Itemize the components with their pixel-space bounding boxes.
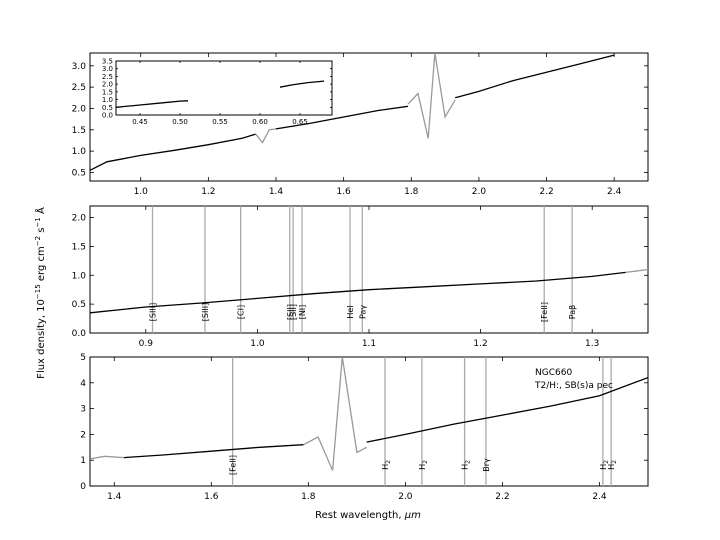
bottom-panel-y-tick-label: 3	[80, 405, 86, 415]
middle-panel-line-label: Paβ	[568, 305, 577, 319]
top-panel-x-tick-label: 1.2	[201, 187, 215, 197]
bottom-panel-series-1	[123, 444, 304, 459]
inset-x-tick-label: 0.45	[132, 118, 148, 126]
top-panel-series-1	[255, 128, 277, 144]
middle-panel-x-tick-label: 0.9	[139, 339, 154, 349]
bottom-panel-y-tick-label: 5	[80, 353, 86, 363]
inset-series-1	[279, 80, 325, 88]
middle-panel-x-tick-label: 1.0	[250, 339, 265, 349]
bottom-panel-annotation: NGC660	[535, 368, 572, 378]
middle-panel-series-1	[625, 268, 648, 274]
bottom-panel-annotation: T2/H:, SB(s)a pec	[534, 381, 613, 391]
bottom-panel-series-3	[366, 376, 648, 443]
top-panel-x-tick-label: 1.4	[269, 187, 284, 197]
top-panel-y-tick-label: 2.5	[72, 83, 86, 93]
inset-y-tick-label: 0.5	[102, 104, 113, 112]
top-panel-x-tick-label: 1.6	[336, 187, 351, 197]
inset-series-0	[116, 100, 189, 108]
top-panel-x-tick-label: 1.0	[134, 187, 149, 197]
top-panel-x-tick-label: 1.8	[404, 187, 419, 197]
inset-y-tick-label: 1.5	[102, 88, 113, 96]
inset-axes: 0.45 0.50 0.55 0.60 0.650.00.51.01.52.02.53.…	[102, 58, 333, 126]
middle-panel-line-label: Paγ	[358, 305, 367, 319]
middle-panel-line-label: [CI]	[237, 305, 246, 319]
middle-panel-x-tick-label: 1.3	[585, 339, 599, 349]
middle-panel-x-tick-label: 1.2	[473, 339, 487, 349]
middle-panel-y-tick-label: 1.0	[72, 271, 87, 281]
middle-panel-line-label: [SII]	[289, 304, 298, 320]
bottom-panel-x-tick-label: 2.2	[495, 492, 509, 502]
bottom-panel-line-label: [FeII]	[229, 455, 238, 475]
bottom-panel-x-tick-label: 1.4	[107, 492, 122, 502]
bottom-panel-line-label: Brγ	[482, 458, 491, 472]
inset-y-tick-label: 2.0	[102, 81, 113, 89]
bottom-panel-x-tick-label: 1.8	[301, 492, 316, 502]
bottom-panel-line-label: H2	[599, 460, 610, 470]
inset-y-tick-label: 2.5	[102, 73, 113, 81]
bottom-panel-line-label: H2	[461, 460, 472, 470]
top-panel-axes: 1.0 1.2 1.4 1.6 1.8 2.0 2.2 2.40.51.01.52.02.53…	[72, 52, 649, 197]
bottom-panel-line-label: H2	[381, 460, 392, 470]
inset-y-tick-label: 0.0	[102, 112, 113, 120]
middle-panel-y-tick-label: 0.5	[72, 300, 86, 310]
panels: 1.0 1.2 1.4 1.6 1.8 2.0 2.2 2.40.51.01.52.02.53…	[72, 52, 649, 502]
top-panel-y-tick-label: 1.0	[72, 147, 87, 157]
bottom-panel-line-label: H2	[607, 460, 618, 470]
top-panel-y-tick-label: 2.0	[72, 104, 87, 114]
inset-x-tick-label: 0.50	[172, 118, 188, 126]
bottom-panel-series-2	[303, 357, 367, 471]
top-panel-x-tick-label: 2.0	[472, 187, 487, 197]
middle-panel-y-tick-label: 0.0	[72, 329, 87, 339]
inset-x-tick-label: 0.65	[292, 118, 308, 126]
top-panel-x-tick-label: 2.4	[607, 187, 622, 197]
middle-panel-y-tick-label: 2.0	[72, 214, 87, 224]
top-panel-y-tick-label: 3.0	[72, 62, 87, 72]
top-panel-frame	[89, 52, 649, 182]
bottom-panel-line-label: H2	[418, 460, 429, 470]
top-panel-series-3	[407, 53, 456, 139]
inset-y-tick-label: 3.0	[102, 65, 113, 73]
x-axis-label: Rest wavelength, μm	[315, 510, 421, 521]
middle-panel-series-0	[90, 271, 626, 314]
middle-panel-line-label: HeI	[346, 305, 355, 318]
bottom-panel-x-tick-label: 1.6	[204, 492, 219, 502]
middle-panel-line-label: [SII]	[286, 304, 295, 320]
top-panel-x-tick-label: 2.2	[539, 187, 553, 197]
top-panel-series-2	[275, 105, 408, 130]
middle-panel-line-label: [NI]	[298, 305, 307, 320]
bottom-panel-series-0	[90, 455, 125, 460]
bottom-panel-y-tick-label: 1	[80, 456, 86, 466]
middle-panel-x-tick-label: 1.1	[362, 339, 376, 349]
top-panel-series-0	[90, 133, 256, 171]
bottom-panel-x-tick-label: 2.4	[592, 492, 607, 502]
inset-y-tick-label: 3.5	[102, 58, 113, 66]
middle-panel-frame	[89, 205, 649, 334]
y-axis-label: Flux density, 10−15 erg cm−2 s−1 Å	[34, 207, 47, 379]
top-panel-y-tick-label: 0.5	[72, 168, 86, 178]
middle-panel-line-label: [FeII]	[540, 302, 549, 322]
inset-y-tick-label: 1.0	[102, 96, 113, 104]
inset-frame	[115, 60, 333, 116]
bottom-panel-y-tick-label: 4	[80, 379, 86, 389]
bottom-panel-y-tick-label: 2	[80, 430, 86, 440]
middle-panel-y-tick-label: 1.5	[72, 242, 86, 252]
bottom-panel-y-tick-label: 0	[80, 482, 86, 492]
middle-panel-axes: 0.9 1.0 1.1 1.2 1.3 0.0 0.5 1.0 1.5 2.0 [SIII] [SII…	[72, 205, 649, 349]
middle-panel-line-label: [SIII]	[148, 303, 157, 321]
top-panel-series-4	[455, 54, 615, 99]
inset-x-tick-label: 0.60	[252, 118, 268, 126]
top-panel-y-tick-label: 1.5	[72, 126, 86, 136]
inset-x-tick-label: 0.55	[212, 118, 228, 126]
bottom-panel-frame	[89, 356, 649, 487]
bottom-panel-x-tick-label: 2.0	[398, 492, 413, 502]
middle-panel-line-label: [SIII]	[201, 303, 210, 321]
